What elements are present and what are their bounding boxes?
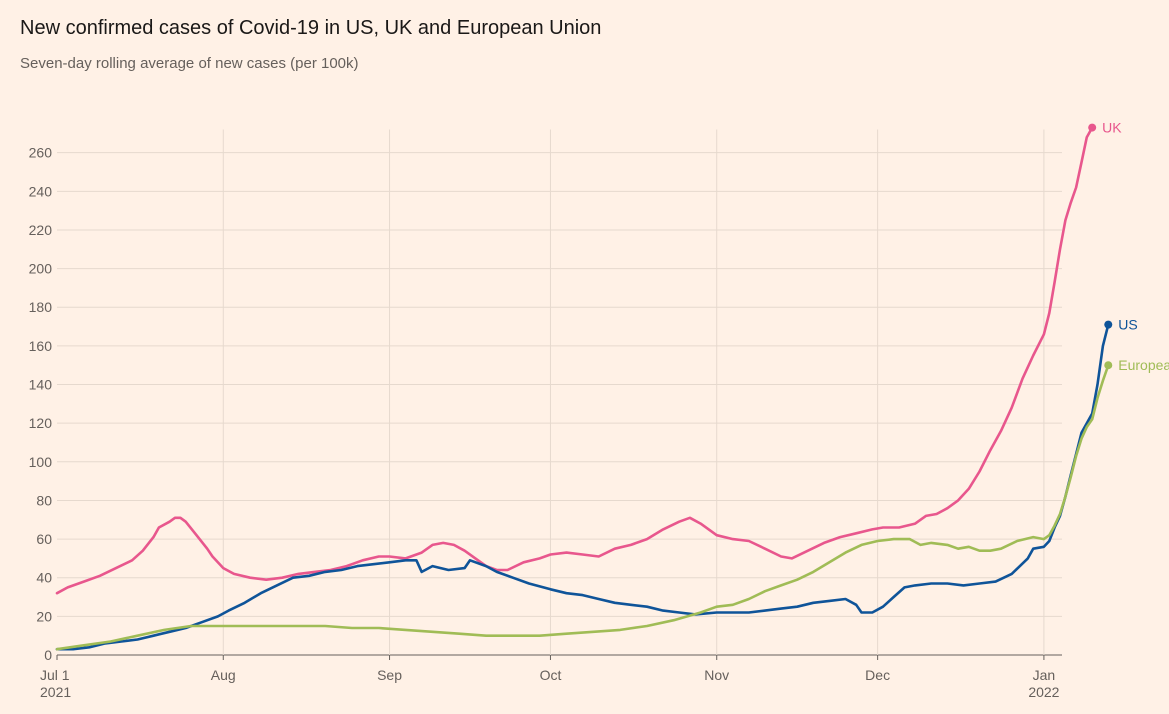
y-tick-label: 160 (29, 338, 53, 354)
y-tick-label: 140 (29, 377, 53, 393)
series-line-uk (55, 126, 1094, 595)
x-tick-label: Sep (377, 667, 402, 683)
y-gridlines (57, 152, 1062, 656)
series-end-dot-us (1104, 320, 1113, 329)
series-line-us (55, 323, 1110, 651)
series-end-dot-european-union (1104, 361, 1113, 370)
series-label-uk: UK (1102, 120, 1122, 136)
y-tick-label: 100 (29, 454, 53, 470)
y-tick-label: 80 (36, 492, 52, 508)
x-tick-label: Dec (865, 667, 890, 683)
x-tick-label: Nov (704, 667, 729, 683)
series-lines (55, 126, 1110, 651)
x-tick-label: Oct (540, 667, 562, 683)
x-tick-label: Aug (211, 667, 236, 683)
y-tick-label: 0 (44, 647, 52, 663)
y-tick-label: 120 (29, 415, 53, 431)
y-tick-label: 60 (36, 531, 52, 547)
y-tick-label: 240 (29, 183, 53, 199)
x-tick-sublabel: 2021 (40, 684, 71, 700)
y-axis-ticks: 0 20 40 60 80 100 120 140 160 180 200 220 240 260 (29, 145, 53, 663)
x-tick-label: Jan (1033, 667, 1056, 683)
y-tick-label: 180 (29, 299, 53, 315)
chart-title: New confirmed cases of Covid-19 in US, U… (20, 17, 602, 39)
x-tick-label: Jul 1 (40, 667, 70, 683)
x-gridlines (56, 129, 1045, 660)
x-tick-sublabel: 2022 (1028, 684, 1059, 700)
y-tick-label: 20 (36, 608, 52, 624)
series-line-european-union (55, 363, 1110, 651)
y-tick-label: 220 (29, 222, 53, 238)
chart-subtitle: Seven-day rolling average of new cases (… (20, 55, 359, 72)
series-end-dot-uk (1088, 123, 1097, 132)
y-tick-label: 260 (29, 145, 53, 161)
y-tick-label: 40 (36, 570, 52, 586)
series-end-labels: UK US European Union (1088, 120, 1169, 373)
series-label-european-union: European Union (1118, 357, 1169, 373)
y-tick-label: 200 (29, 261, 53, 277)
series-label-us: US (1118, 317, 1137, 333)
